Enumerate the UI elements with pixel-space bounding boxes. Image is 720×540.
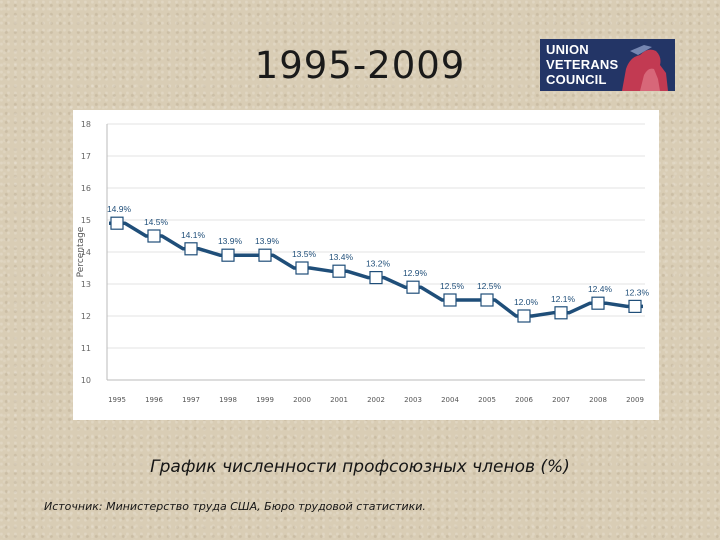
- data-point-marker: [628, 299, 642, 313]
- y-tick-label: 15: [81, 216, 91, 225]
- data-label: 12.5%: [477, 281, 502, 291]
- logo-silhouette-icon: [540, 39, 675, 91]
- data-point-marker: [184, 242, 198, 256]
- y-tick-label: 18: [81, 120, 91, 129]
- data-label: 12.0%: [514, 297, 539, 307]
- data-point-marker: [591, 296, 605, 310]
- y-tick-label: 17: [81, 152, 91, 161]
- y-tick-label: 13: [81, 280, 91, 289]
- data-point-marker: [258, 248, 272, 262]
- y-tick-label: 10: [81, 376, 91, 385]
- logo-line-1: UNION: [546, 42, 589, 57]
- x-tick-label: 2002: [367, 396, 385, 404]
- data-label: 13.5%: [292, 249, 317, 259]
- x-tick-label: 2004: [441, 396, 459, 404]
- data-point-marker: [443, 293, 457, 307]
- data-label: 12.4%: [588, 284, 613, 294]
- data-label: 14.1%: [181, 230, 206, 240]
- x-tick-label: 2007: [552, 396, 570, 404]
- x-tick-label: 2009: [626, 396, 644, 404]
- x-tick-label: 2001: [330, 396, 348, 404]
- logo-line-3: COUNCIL: [546, 72, 607, 87]
- data-point-marker: [110, 216, 124, 230]
- data-point-marker: [295, 261, 309, 275]
- chart-caption: График численности профсоюзных членов (%…: [150, 457, 570, 477]
- x-tick-label: 1997: [182, 396, 200, 404]
- logo-line-2: VETERANS: [546, 57, 619, 72]
- chart-panel: 10 11 12 13 14 15 16 17 18 Percentage 1995 1996 1997…: [73, 110, 659, 420]
- data-label: 12.9%: [403, 268, 428, 278]
- data-point-marker: [369, 271, 383, 285]
- data-label: 13.2%: [366, 259, 391, 269]
- data-label: 14.9%: [107, 204, 132, 214]
- data-label: 13.4%: [329, 252, 354, 262]
- data-label: 14.5%: [144, 217, 169, 227]
- y-tick-label: 14: [81, 248, 91, 257]
- y-tick-label: 16: [81, 184, 91, 193]
- data-point-marker: [221, 248, 235, 262]
- x-tick-label: 2000: [293, 396, 311, 404]
- union-veterans-council-logo: UNION VETERANS COUNCIL: [540, 39, 675, 91]
- data-label: 12.1%: [551, 294, 576, 304]
- y-tick-label: 11: [81, 344, 91, 353]
- data-point-marker: [480, 293, 494, 307]
- data-point-marker: [517, 309, 531, 323]
- x-tick-label: 2005: [478, 396, 496, 404]
- x-tick-label: 2006: [515, 396, 533, 404]
- x-tick-label: 1995: [108, 396, 126, 404]
- y-tick-label: 12: [81, 312, 91, 321]
- x-tick-label: 2003: [404, 396, 422, 404]
- logo-text: UNION VETERANS COUNCIL: [546, 42, 619, 87]
- data-point-marker: [332, 264, 346, 278]
- data-point-marker: [554, 306, 568, 320]
- x-tick-label: 1999: [256, 396, 274, 404]
- data-point-marker: [147, 229, 161, 243]
- x-tick-label: 2008: [589, 396, 607, 404]
- x-tick-label: 1996: [145, 396, 163, 404]
- slide-title: 1995-2009: [254, 44, 466, 87]
- data-label: 12.3%: [625, 287, 650, 297]
- data-label: 13.9%: [218, 236, 243, 246]
- data-label: 12.5%: [440, 281, 465, 291]
- x-tick-label: 1998: [219, 396, 237, 404]
- y-axis-title: Percentage: [76, 226, 86, 277]
- data-label: 13.9%: [255, 236, 280, 246]
- union-membership-line-chart: 10 11 12 13 14 15 16 17 18 Percentage 1995 1996 1997…: [76, 120, 650, 404]
- data-point-marker: [406, 280, 420, 294]
- source-note: Источник: Министерство труда США, Бюро т…: [44, 500, 426, 513]
